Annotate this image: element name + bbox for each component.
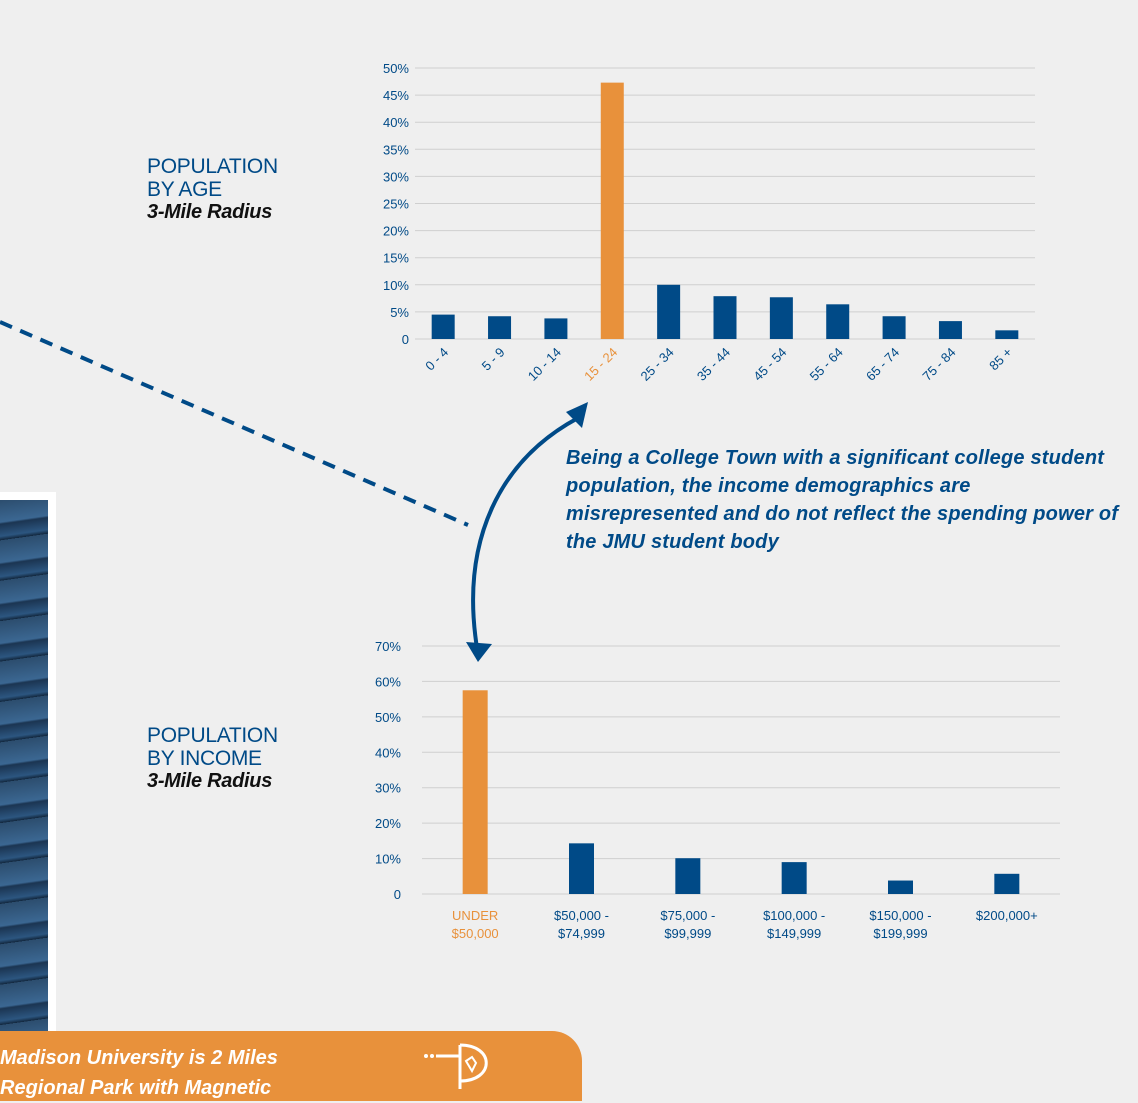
income-label-line2: BY INCOME — [147, 747, 262, 770]
income-x-tick-label: $150,000 -$199,999 — [869, 908, 931, 941]
age-label-line2: BY AGE — [147, 178, 222, 201]
income-subtitle: 3-Mile Radius — [147, 770, 273, 792]
age-y-tick-label: 10% — [383, 278, 409, 293]
banner-line1: Madison University is 2 Miles — [0, 1047, 278, 1069]
income-y-tick-label: 70% — [375, 639, 401, 654]
age-bar — [938, 321, 962, 339]
age-y-tick-label: 15% — [383, 251, 409, 266]
age-bar — [544, 318, 568, 339]
age-y-tick-label: 25% — [383, 197, 409, 212]
income-x-tick-label: $100,000 -$149,999 — [763, 908, 825, 941]
income-y-tick-label: 50% — [375, 710, 401, 725]
age-label-line1: POPULATION — [147, 155, 278, 178]
income-x-tick-label: $50,000 -$74,999 — [554, 908, 609, 941]
income-bar — [888, 880, 913, 894]
age-section-label: POPULATION BY AGE 3-Mile Radius — [147, 155, 278, 224]
age-y-tick-label: 50% — [383, 61, 409, 76]
age-bar — [713, 296, 737, 339]
income-y-tick-label: 10% — [375, 852, 401, 867]
income-y-tick-label: 40% — [375, 745, 401, 760]
income-bar — [994, 873, 1020, 894]
age-y-tick-label: 35% — [383, 142, 409, 157]
income-y-tick-label: 0 — [394, 887, 401, 902]
income-x-tick-label: UNDER $50,000 — [452, 908, 499, 941]
income-bar — [781, 862, 807, 894]
income-section-label: POPULATION BY INCOME 3-Mile Radius — [147, 724, 278, 793]
income-x-tick-label: $200,000+ — [976, 908, 1038, 923]
age-bar — [657, 284, 681, 339]
income-x-tick-label: $75,000 -$99,999 — [660, 908, 715, 941]
age-bar — [769, 297, 793, 339]
income-label-line1: POPULATION — [147, 724, 278, 747]
age-bar — [995, 330, 1019, 339]
building-photo — [0, 492, 56, 1067]
income-bar — [675, 858, 701, 894]
banner-line2: Regional Park with Magnetic — [0, 1077, 272, 1099]
age-y-tick-label: 40% — [383, 115, 409, 130]
age-bar — [600, 82, 624, 339]
age-subtitle: 3-Mile Radius — [147, 201, 273, 223]
income-y-tick-label: 20% — [375, 816, 401, 831]
park-pin-icon — [424, 1043, 488, 1089]
age-y-tick-label: 5% — [390, 305, 409, 320]
income-bar — [569, 843, 594, 894]
age-bar — [882, 316, 906, 339]
callout-text: Being a College Town with a significant … — [566, 447, 1119, 553]
age-y-tick-label: 20% — [383, 224, 409, 239]
banner-text: Madison University is 2 Miles Regional P… — [0, 1043, 278, 1103]
age-bar — [826, 304, 850, 339]
age-bar — [488, 316, 512, 339]
income-y-tick-label: 30% — [375, 781, 401, 796]
income-y-tick-label: 60% — [375, 674, 401, 689]
age-y-tick-label: 45% — [383, 88, 409, 103]
age-y-tick-label: 30% — [383, 169, 409, 184]
income-bar — [462, 690, 488, 894]
